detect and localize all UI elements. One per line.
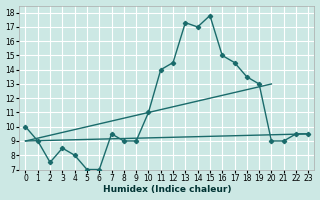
X-axis label: Humidex (Indice chaleur): Humidex (Indice chaleur) [103, 185, 231, 194]
